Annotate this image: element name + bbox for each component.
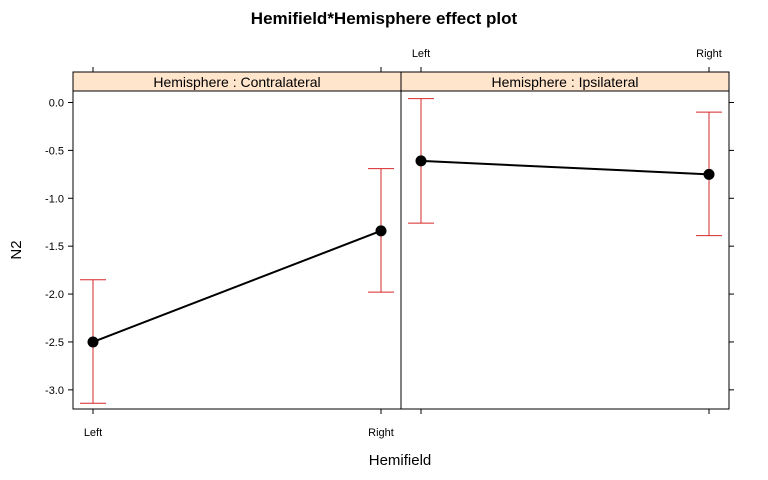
y-tick-label: -2.0 [45, 289, 64, 301]
strip-ipsilateral [400, 71, 730, 92]
chart-title: Hemifield*Hemisphere effect plot [251, 9, 518, 28]
y-tick-label: -1.5 [45, 241, 64, 253]
x-tick-label-top: Right [696, 48, 722, 60]
strip-label-ipsilateral: Hemisphere : Ipsilateral [491, 74, 638, 90]
axis-ticks: 0.0 -0.5 -1.0 -1.5 -2.0 -2.5 -3.0 Left Right Left… [45, 48, 734, 439]
y-tick-label: -2.5 [45, 337, 64, 349]
data-point [87, 336, 99, 348]
panel-ipsilateral-frame [400, 71, 730, 410]
x-tick-label-top: Left [412, 48, 430, 60]
data-marks [80, 98, 722, 404]
panel-ipsilateral: Hemisphere : Ipsilateral [400, 71, 730, 410]
y-axis-label: N2 [8, 240, 25, 259]
data-point [415, 155, 427, 167]
x-axis-label: Hemifield [369, 452, 432, 469]
series-line [420, 159, 710, 176]
y-tick-label: -0.5 [45, 145, 64, 157]
panel-contralateral: Hemisphere : Contralateral [72, 71, 402, 410]
x-tick-label-bottom: Left [84, 427, 102, 439]
panel-contralateral-frame [72, 71, 402, 410]
y-tick-label: -3.0 [45, 385, 64, 397]
series-line [92, 229, 382, 343]
data-point [375, 225, 387, 237]
strip-label-contralateral: Hemisphere : Contralateral [153, 74, 320, 90]
y-tick-label: 0.0 [49, 97, 64, 109]
y-tick-label: -1.0 [45, 193, 64, 205]
data-point [703, 168, 715, 180]
x-tick-label-bottom: Right [368, 427, 394, 439]
